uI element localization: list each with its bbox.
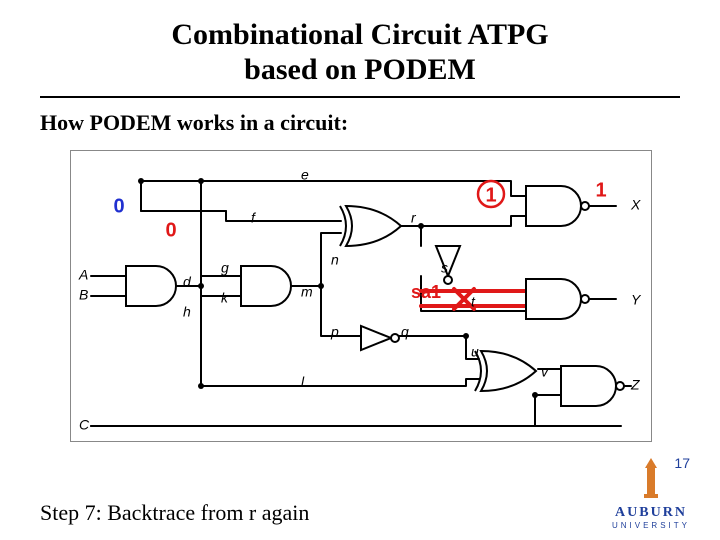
svg-text:l: l [301, 374, 305, 390]
svg-text:u: u [471, 344, 479, 360]
svg-text:B: B [79, 287, 88, 303]
title-underline [40, 96, 680, 98]
svg-text:Y: Y [631, 292, 642, 308]
slide-title: Combinational Circuit ATPG based on PODE… [0, 18, 720, 87]
title-line1: Combinational Circuit ATPG [171, 18, 548, 51]
svg-text:v: v [541, 364, 549, 380]
circuit-svg: ABCXYZefrndghkmstpqulv0011sa1 [71, 151, 651, 441]
auburn-logo: AUBURN UNIVERSITY [612, 458, 690, 530]
slide-subtitle: How PODEM works in a circuit: [40, 110, 348, 136]
title-line2: based on PODEM [244, 53, 476, 86]
svg-text:Z: Z [630, 377, 640, 393]
logo-text: AUBURN [612, 505, 690, 521]
step-text: Step 7: Backtrace from r again [40, 500, 309, 526]
svg-text:r: r [411, 210, 417, 226]
svg-text:X: X [630, 197, 641, 213]
slide: Combinational Circuit ATPG based on PODE… [0, 0, 720, 540]
logo-tower-icon [642, 458, 660, 498]
circuit-diagram: ABCXYZefrndghkmstpqulv0011sa1 [70, 150, 652, 442]
svg-text:n: n [331, 252, 339, 268]
svg-text:A: A [78, 267, 88, 283]
svg-text:e: e [301, 167, 309, 183]
svg-text:d: d [183, 274, 192, 290]
svg-text:m: m [301, 284, 313, 300]
svg-text:s: s [441, 260, 448, 276]
svg-text:0: 0 [165, 219, 176, 241]
svg-text:p: p [330, 324, 339, 340]
svg-text:1: 1 [485, 184, 496, 206]
svg-text:k: k [221, 290, 229, 306]
logo-subtext: UNIVERSITY [612, 521, 690, 530]
svg-text:0: 0 [113, 195, 124, 217]
svg-text:1: 1 [595, 179, 606, 201]
svg-text:g: g [221, 260, 229, 276]
svg-text:f: f [251, 210, 257, 226]
svg-text:sa1: sa1 [411, 282, 441, 302]
svg-text:h: h [183, 304, 191, 320]
svg-text:C: C [79, 417, 90, 433]
svg-text:q: q [401, 324, 409, 340]
